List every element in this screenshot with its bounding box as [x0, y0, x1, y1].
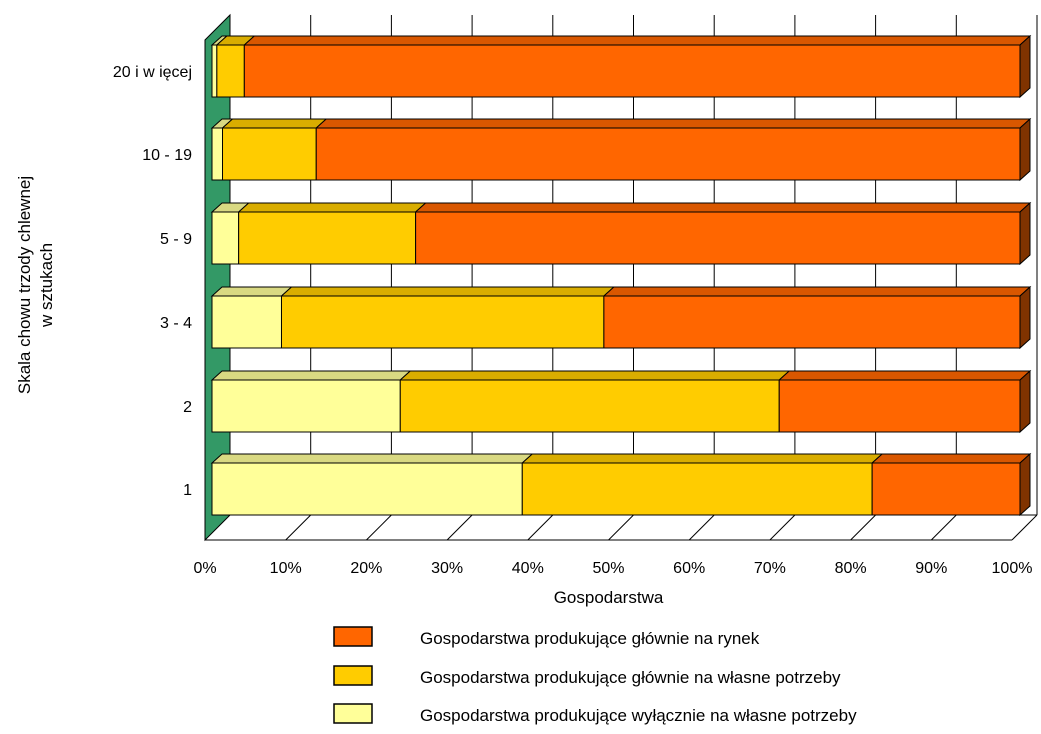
gridline-floor: [527, 514, 554, 541]
legend-label: Gospodarstwa produkujące wyłącznie na wł…: [420, 706, 857, 725]
x-tick-label: 80%: [835, 560, 867, 577]
legend-swatch: [333, 703, 373, 724]
bar-segment: [222, 127, 317, 181]
x-tick-label: 60%: [673, 560, 705, 577]
bar-side-face: [1019, 201, 1031, 266]
bar-side-face: [1019, 34, 1031, 99]
bar-segment: [871, 462, 1021, 516]
legend-label: Gospodarstwa produkujące głównie na włas…: [420, 668, 841, 687]
bar-segment: [280, 295, 605, 349]
bar-segment: [238, 211, 417, 265]
bar-side-face: [1019, 117, 1031, 182]
bar-segment: [778, 379, 1021, 433]
x-tick-label: 50%: [592, 560, 624, 577]
bar-top-face: [210, 453, 534, 464]
bar-segment: [603, 295, 1021, 349]
bar-top-face: [314, 118, 1032, 129]
x-tick-label: 0%: [193, 560, 216, 577]
bar-top-face: [777, 370, 1032, 381]
bar-segment: [315, 127, 1021, 181]
bar-segment: [211, 44, 218, 98]
gridline-floor: [850, 514, 876, 541]
bar-segment: [399, 379, 780, 433]
gridline-floor: [446, 514, 473, 541]
bar-segment: [243, 44, 1021, 98]
bar-side-face: [1019, 285, 1031, 350]
x-tick-label: 30%: [431, 560, 463, 577]
bar-segment: [211, 295, 282, 349]
category-label: 5 - 9: [160, 231, 192, 248]
x-tick-label: 10%: [270, 560, 302, 577]
category-label: 3 - 4: [160, 315, 192, 332]
y-axis-title: w sztukach: [37, 243, 56, 328]
bar-segment: [521, 462, 873, 516]
x-tick-label: 40%: [512, 560, 544, 577]
category-label: 10 - 19: [142, 147, 192, 164]
bar-segment: [211, 462, 523, 516]
bar-segment: [216, 44, 245, 98]
bar-segment: [211, 211, 240, 265]
gridline-floor: [930, 514, 957, 541]
bar-top-face: [870, 453, 1032, 464]
bar-top-face: [210, 286, 293, 297]
bar-top-face: [221, 118, 328, 129]
bar-top-face: [243, 35, 1032, 46]
y-axis-title: Skala chowu trzody chlewnej: [15, 176, 34, 394]
x-tick-label: 70%: [754, 560, 786, 577]
bar-top-face: [237, 202, 427, 213]
bar-segment: [211, 379, 401, 433]
gridline-floor: [366, 514, 392, 541]
x-tick-label: 100%: [992, 560, 1033, 577]
gridline-floor: [608, 514, 634, 541]
gridline-floor: [285, 514, 312, 541]
x-tick-label: 20%: [350, 560, 382, 577]
gridline-floor: [769, 514, 796, 541]
legend-swatch: [333, 626, 373, 647]
bar-top-face: [602, 286, 1032, 297]
bar-top-face: [210, 370, 412, 381]
x-tick-label: 90%: [915, 560, 947, 577]
bar-side-face: [1019, 369, 1031, 434]
bar-top-face: [414, 202, 1032, 213]
legend-label: Gospodarstwa produkujące głównie na ryne…: [420, 629, 760, 648]
bar-side-face: [1019, 452, 1031, 517]
category-label: 2: [183, 399, 192, 416]
bar-top-face: [520, 453, 884, 464]
legend-swatch: [333, 665, 373, 686]
bar-segment: [415, 211, 1021, 265]
category-label: 20 i w ięcej: [113, 64, 192, 81]
bar-top-face: [398, 370, 791, 381]
category-label: 1: [183, 482, 192, 499]
gridline-floor: [1011, 514, 1038, 541]
gridline-floor: [688, 514, 715, 541]
bar-segment: [211, 127, 224, 181]
x-axis-title: Gospodarstwa: [554, 588, 664, 607]
bar-top-face: [280, 286, 616, 297]
